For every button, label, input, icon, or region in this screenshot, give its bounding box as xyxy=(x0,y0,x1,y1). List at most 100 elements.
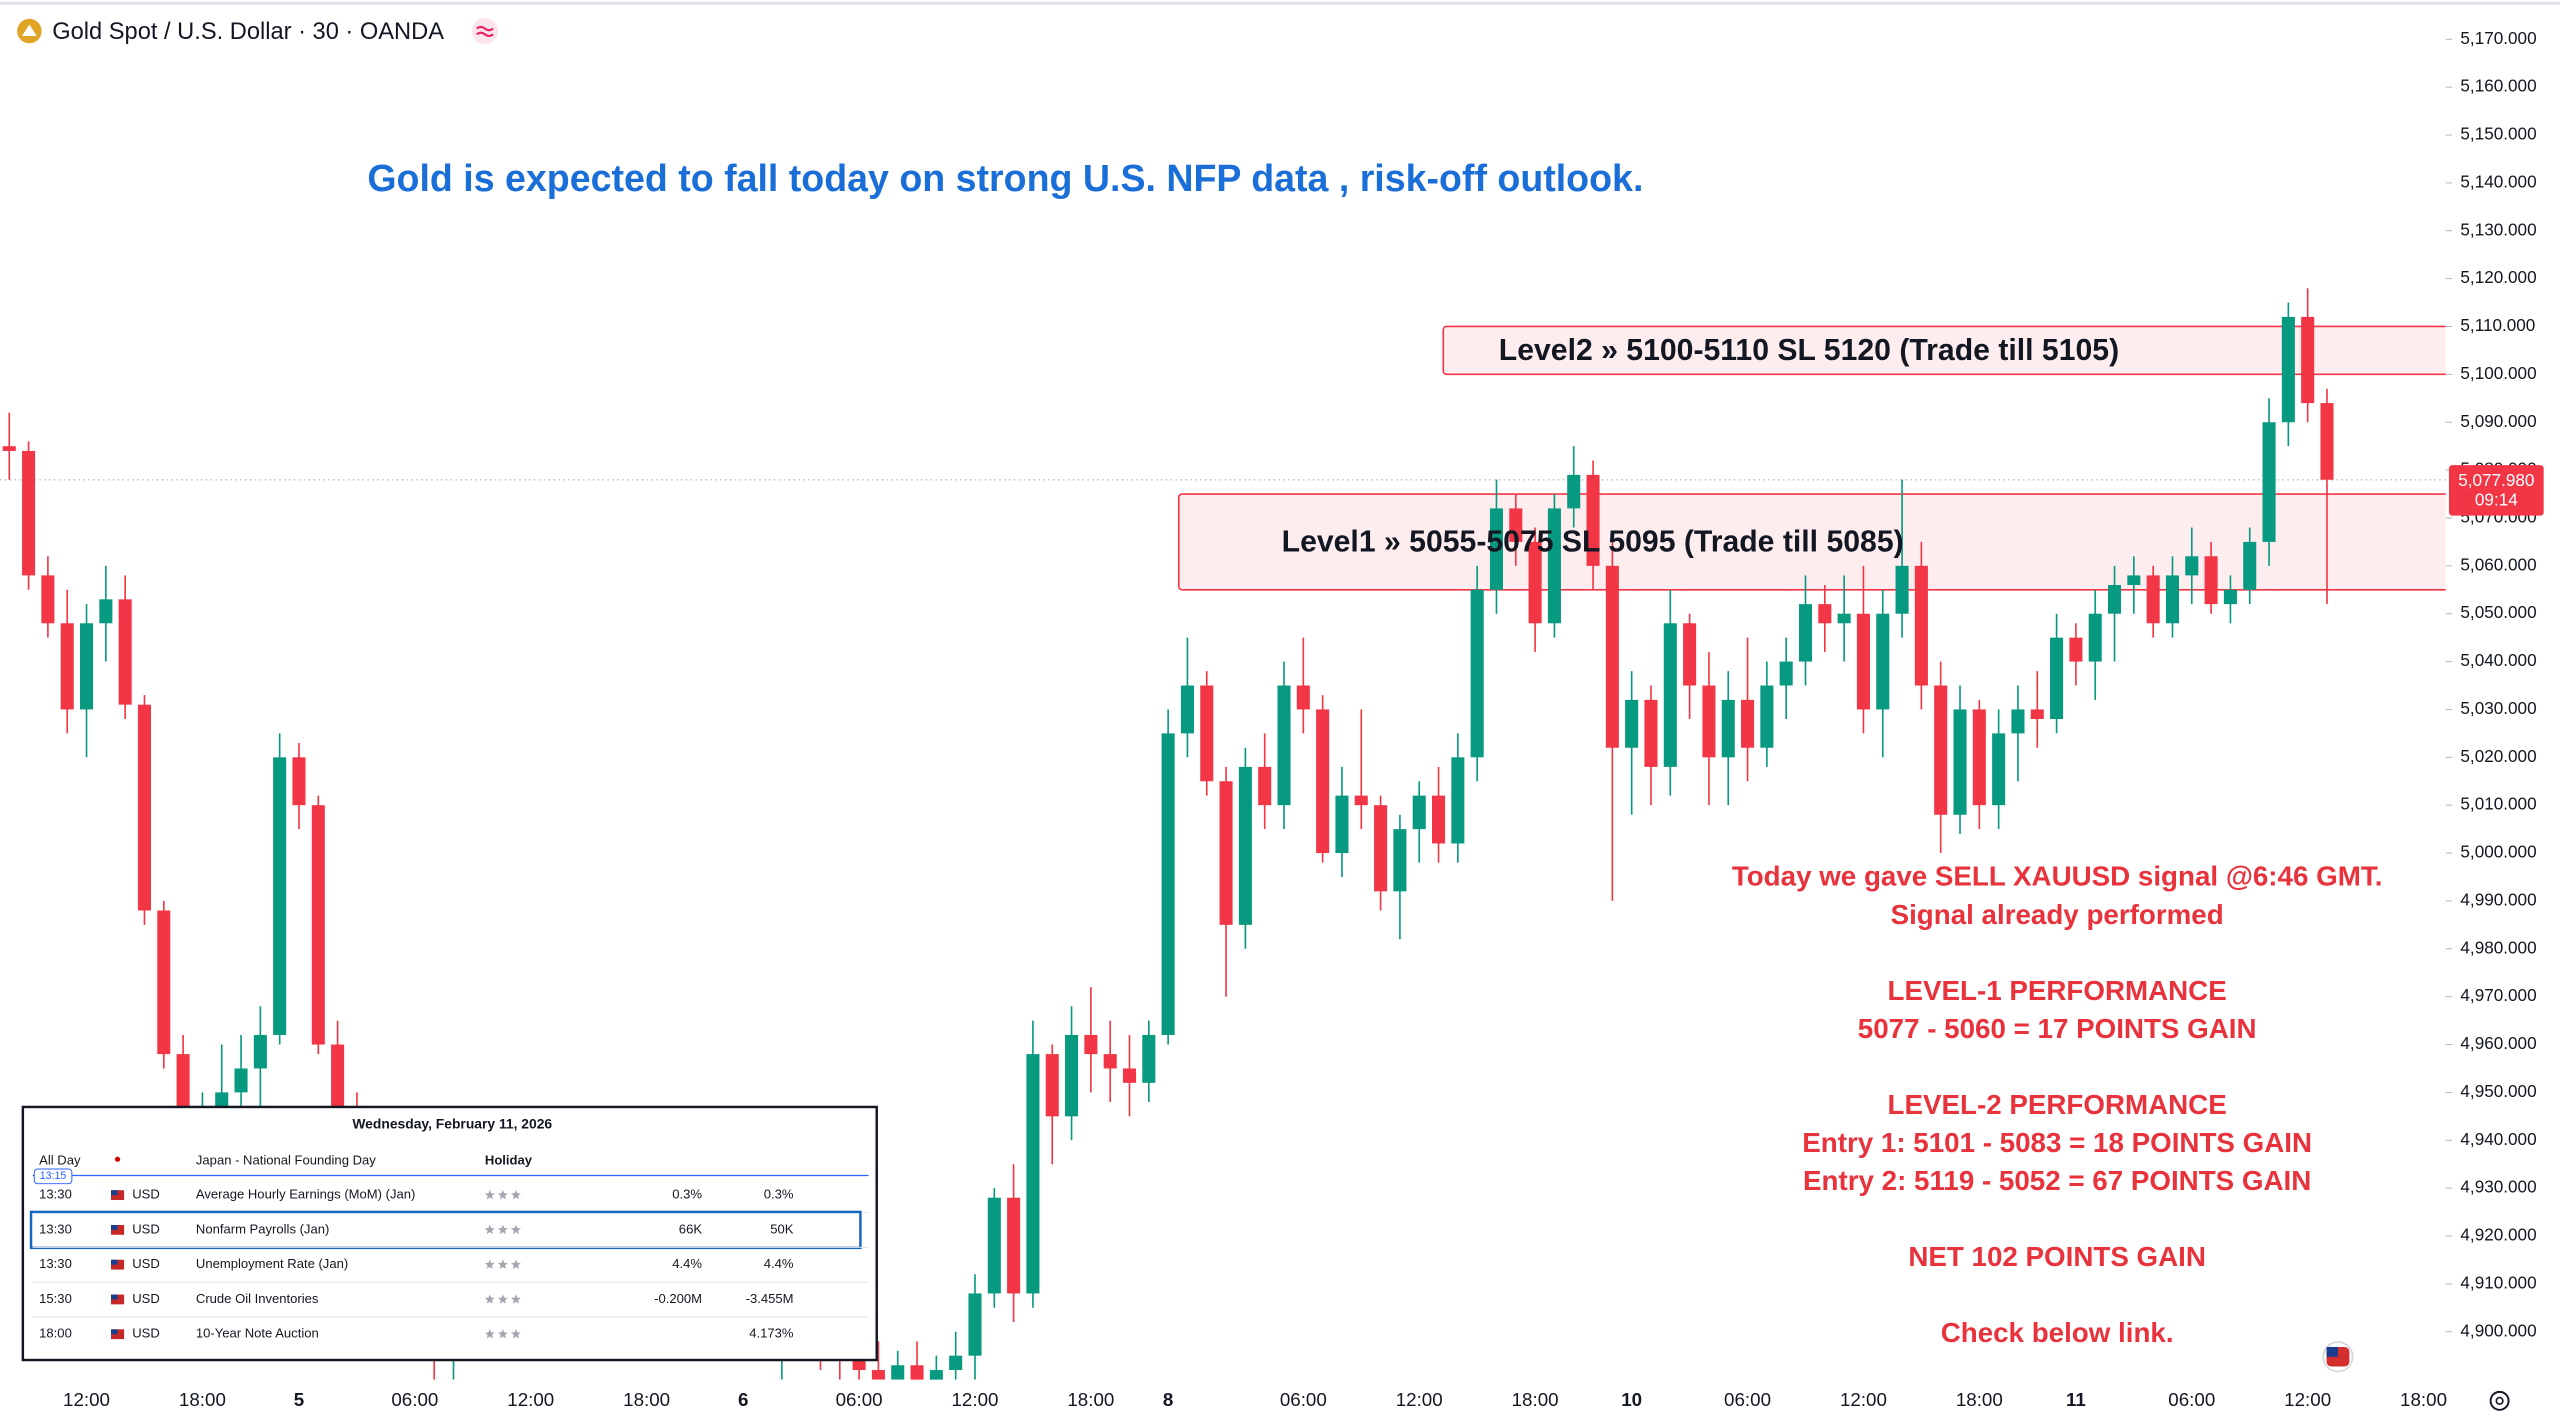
axes: 4,900.000 4,910.000 4,920.000 4,930.000 4,94… xyxy=(63,28,2544,1410)
x-tick-label: 5 xyxy=(294,1389,304,1410)
candle-body xyxy=(118,599,132,705)
candle-body xyxy=(311,805,325,1045)
candle-body xyxy=(987,1197,1001,1294)
y-tick-label: 5,110.000 xyxy=(2460,315,2535,335)
y-tick-label: 4,980.000 xyxy=(2460,937,2536,957)
candle-body xyxy=(60,623,74,710)
candle-body xyxy=(2281,316,2295,423)
signal-zone xyxy=(1442,325,2446,376)
performance-note: Today we gave SELL XAUUSD signal @6:46 G… xyxy=(1732,861,2383,892)
candle-body xyxy=(1316,709,1330,854)
x-tick-label: 18:00 xyxy=(1512,1389,1559,1410)
candle-body xyxy=(1142,1034,1156,1083)
candle-body xyxy=(1026,1054,1040,1294)
importance-star xyxy=(510,1224,521,1235)
candle-body xyxy=(1837,613,1851,624)
performance-note: LEVEL-1 PERFORMANCE xyxy=(1888,975,2227,1006)
candle-body xyxy=(137,704,152,911)
performance-note: Check below link. xyxy=(1941,1317,2174,1348)
event-actual: 0.3% xyxy=(672,1187,702,1202)
candle-body xyxy=(1702,685,1716,758)
last-price-tag xyxy=(2448,465,2544,516)
candle-body xyxy=(1992,733,2006,806)
event-name: 10-Year Note Auction xyxy=(196,1326,319,1341)
candle-body xyxy=(1721,699,1735,758)
settings-icon[interactable] xyxy=(2489,1390,2510,1411)
candle-body xyxy=(1412,795,1426,830)
countdown-label: 09:14 xyxy=(2475,490,2518,510)
y-tick-label: 4,960.000 xyxy=(2460,1033,2536,1053)
holiday-note: Holiday xyxy=(485,1152,533,1167)
flag-canton xyxy=(111,1329,118,1335)
importance-star xyxy=(484,1294,495,1304)
candle-body xyxy=(2185,556,2199,576)
y-tick-label: 4,940.000 xyxy=(2460,1129,2536,1149)
candle-body xyxy=(1451,757,1465,844)
candle-body xyxy=(949,1355,963,1371)
zone-label: Level2 » 5100-5110 SL 5120 (Trade till 5… xyxy=(1499,334,2119,367)
event-name: Crude Oil Inventories xyxy=(196,1291,319,1306)
flag-canton xyxy=(2326,1346,2338,1357)
candle-body xyxy=(2204,556,2218,605)
candle-body xyxy=(1953,709,1967,815)
candle-body xyxy=(871,1370,885,1380)
event-forecast: 4.173% xyxy=(749,1326,794,1341)
source-icon xyxy=(471,17,498,45)
candle-body xyxy=(157,910,171,1055)
headline: Gold is expected to fall today on strong… xyxy=(367,157,1643,199)
now-tag xyxy=(33,1168,73,1185)
candle-body xyxy=(99,599,113,624)
candle-body xyxy=(292,757,306,806)
x-tick-label: 06:00 xyxy=(836,1389,883,1410)
candle-body xyxy=(1798,604,1813,662)
holiday-time: All Day xyxy=(39,1152,81,1167)
candle-body xyxy=(1914,565,1928,686)
event-time: 15:30 xyxy=(39,1291,72,1306)
candle-body xyxy=(1644,699,1658,767)
importance-star xyxy=(484,1189,495,1200)
x-tick-label: 12:00 xyxy=(952,1389,999,1410)
event-actual: -0.200M xyxy=(654,1291,702,1306)
candle-body xyxy=(2165,575,2180,624)
settings-icon-center[interactable] xyxy=(2495,1396,2504,1405)
performance-note: Signal already performed xyxy=(1891,899,2224,930)
candle-body xyxy=(1547,508,1561,624)
candle-body xyxy=(1663,623,1677,767)
importance-star xyxy=(497,1329,508,1339)
now-time: 13:15 xyxy=(40,1170,67,1182)
candle-body xyxy=(1007,1197,1021,1294)
y-tick-label: 4,910.000 xyxy=(2460,1272,2536,1292)
candle-body xyxy=(1065,1034,1079,1117)
y-tick-label: 5,120.000 xyxy=(2460,267,2536,287)
candle-body xyxy=(1934,685,1948,815)
candle-body xyxy=(1895,565,1909,614)
candle-body xyxy=(1567,474,1581,509)
flag-canton xyxy=(111,1190,118,1196)
importance-star xyxy=(484,1259,495,1269)
candle-body xyxy=(2030,709,2044,720)
x-tick-label: 06:00 xyxy=(391,1389,438,1410)
x-tick-label: 18:00 xyxy=(1067,1389,1114,1410)
candle-body xyxy=(234,1068,248,1093)
candle-body xyxy=(2011,709,2025,734)
y-tick-label: 5,140.000 xyxy=(2460,171,2536,191)
performance-note: NET 102 POINTS GAIN xyxy=(1908,1241,2206,1272)
candle-body xyxy=(1683,623,1697,686)
performance-note: Entry 1: 5101 - 5083 = 18 POINTS GAIN xyxy=(1802,1127,2312,1158)
holiday-event: Japan - National Founding Day xyxy=(196,1152,376,1167)
y-tick-label: 5,010.000 xyxy=(2460,794,2536,814)
event-currency: USD xyxy=(132,1326,160,1341)
table-frame xyxy=(21,1105,878,1362)
candle-body xyxy=(1818,604,1832,624)
event-name: Unemployment Rate (Jan) xyxy=(196,1256,348,1271)
performance-note: Entry 2: 5119 - 5052 = 67 POINTS GAIN xyxy=(1803,1165,2311,1196)
candle-body xyxy=(1335,795,1349,854)
performance-note: LEVEL-2 PERFORMANCE xyxy=(1888,1089,2227,1120)
y-tick-label: 4,990.000 xyxy=(2460,889,2536,909)
candle-body xyxy=(1084,1034,1098,1055)
event-actual: 4.4% xyxy=(672,1256,702,1271)
holiday-dot xyxy=(114,1156,121,1162)
candle-body xyxy=(80,623,94,710)
candle-body xyxy=(2301,316,2315,404)
